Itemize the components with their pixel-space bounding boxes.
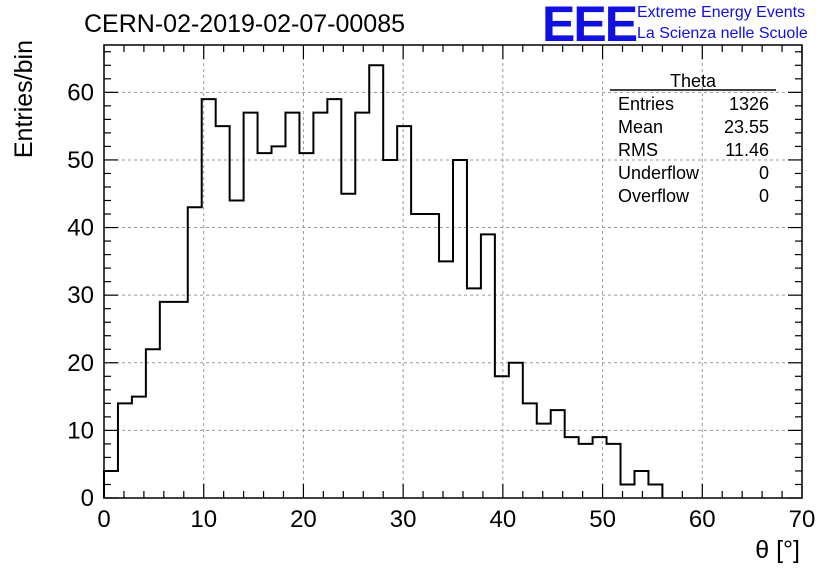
y-tick-label: 40: [67, 215, 94, 242]
stats-value: 1326: [729, 94, 769, 114]
histogram-step-line: [103, 64, 664, 498]
axis-ticks: [103, 45, 803, 499]
x-axis-label: θ [°]: [755, 536, 800, 564]
y-tick-label: 30: [67, 282, 94, 309]
stats-label: Mean: [618, 117, 663, 137]
y-tick-labels: 0 10 20 30 40 50 60: [67, 79, 94, 512]
stats-box: Theta Entries 1326 Mean 23.55 RMS 11.46 Underf…: [610, 71, 776, 206]
y-tick-label: 50: [67, 147, 94, 174]
y-axis-label: Entries/bin: [10, 40, 38, 158]
grid-lines: [104, 45, 802, 498]
x-tick-labels: 0 10 20 30 40 50 60 70: [97, 506, 815, 533]
stats-label: Overflow: [618, 186, 690, 206]
stats-label: Underflow: [618, 163, 700, 183]
y-tick-label: 20: [67, 350, 94, 377]
x-tick-label: 40: [490, 506, 517, 533]
stats-label: RMS: [618, 140, 658, 160]
x-tick-label: 20: [290, 506, 317, 533]
eee-logo-line1: Extreme Energy Events: [637, 4, 806, 21]
eee-logo: EEE: [542, 0, 638, 52]
x-tick-label: 70: [789, 506, 816, 533]
x-tick-label: 30: [390, 506, 417, 533]
chart-title: CERN-02-2019-02-07-00085: [84, 10, 406, 38]
y-tick-label: 10: [67, 417, 94, 444]
plot-frame: [103, 44, 803, 499]
x-tick-label: 0: [97, 506, 110, 533]
eee-logo-line2: La Scienza nelle Scuole: [637, 25, 808, 42]
stats-label: Entries: [618, 94, 674, 114]
stats-value: 0: [759, 163, 769, 183]
stats-value: 23.55: [724, 117, 769, 137]
x-tick-label: 10: [190, 506, 217, 533]
x-tick-label: 50: [589, 506, 616, 533]
stats-title: Theta: [670, 71, 717, 91]
stats-value: 11.46: [725, 140, 769, 160]
stats-value: 0: [759, 186, 769, 206]
y-tick-label: 0: [81, 485, 94, 512]
x-tick-label: 60: [689, 506, 716, 533]
y-tick-label: 60: [67, 79, 94, 106]
